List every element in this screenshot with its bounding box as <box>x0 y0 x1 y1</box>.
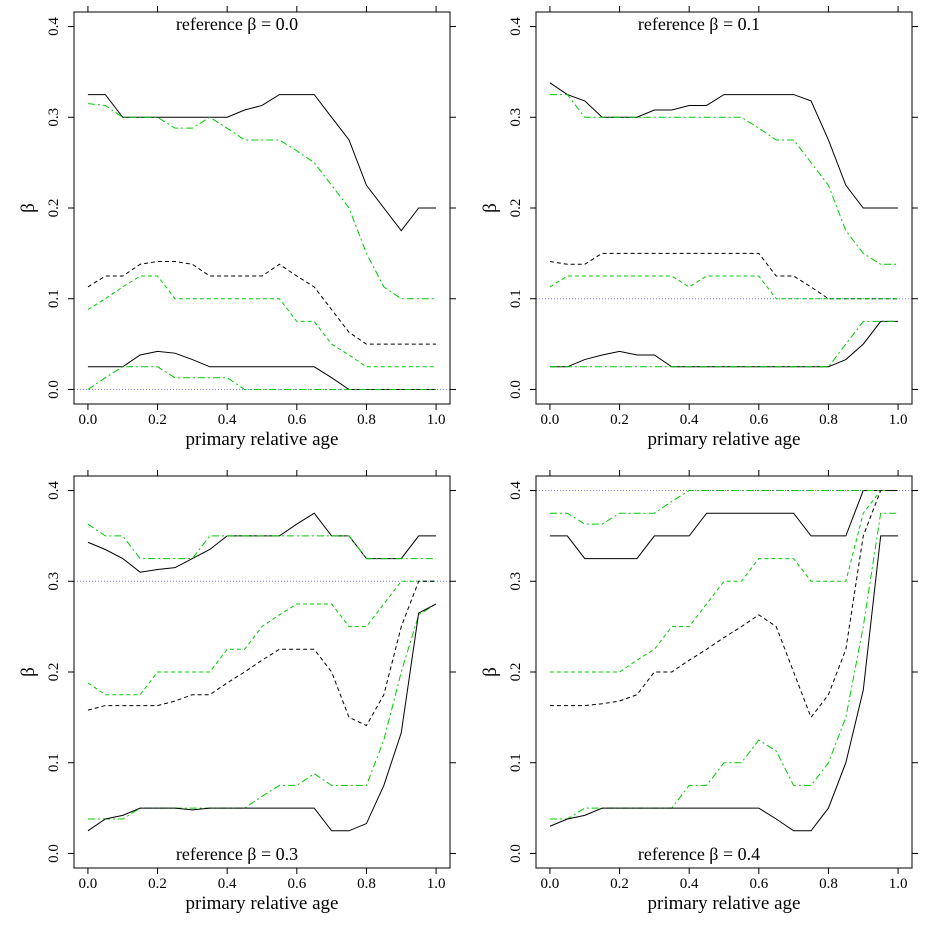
x-axis-label: primary relative age <box>186 893 339 914</box>
series-line <box>549 275 899 300</box>
plot-frame <box>73 11 451 405</box>
y-tick-label: 0.3 <box>508 108 524 127</box>
y-axis-label: β <box>18 667 39 677</box>
y-tick-label: 0.2 <box>508 199 524 218</box>
panel-title: reference β = 0.4 <box>638 844 760 864</box>
y-tick-label: 0.0 <box>46 844 62 863</box>
x-tick-label: 0.4 <box>680 412 699 428</box>
y-tick-label: 0.3 <box>46 108 62 127</box>
plot-frame <box>73 475 451 869</box>
x-tick-label: 0.2 <box>148 412 167 428</box>
series-line <box>549 512 899 820</box>
series-line <box>87 580 437 727</box>
panel: 0.0 0.2 0.4 0.6 0.8 1.00.00.10.20.30.4primary… <box>480 6 918 450</box>
x-tick-label: 0.2 <box>610 412 629 428</box>
x-axis-label: primary relative age <box>648 429 801 450</box>
y-tick-label: 0.3 <box>508 572 524 591</box>
y-axis-label: β <box>18 203 39 213</box>
x-tick-label: 0.0 <box>541 412 560 428</box>
series-line <box>549 320 899 368</box>
y-tick-label: 0.4 <box>46 17 62 36</box>
series-line <box>549 490 899 560</box>
series-line <box>87 261 437 345</box>
series-line <box>549 490 899 525</box>
x-tick-label: 0.6 <box>749 876 768 892</box>
series-line <box>549 82 899 209</box>
series-line <box>549 94 899 265</box>
y-tick-label: 0.0 <box>508 380 524 399</box>
y-tick-label: 0.1 <box>46 289 62 308</box>
series-line <box>87 94 437 232</box>
x-tick-label: 1.0 <box>889 876 908 892</box>
x-tick-label: 0.0 <box>79 412 98 428</box>
y-tick-label: 0.2 <box>508 663 524 682</box>
series-line <box>87 366 437 390</box>
y-axis-label: β <box>480 667 501 677</box>
series-line <box>87 603 437 820</box>
x-tick-label: 0.8 <box>819 412 838 428</box>
y-tick-label: 0.3 <box>46 572 62 591</box>
panel-title: reference β = 0.3 <box>176 844 298 864</box>
x-tick-label: 0.0 <box>79 876 98 892</box>
x-tick-label: 0.2 <box>610 876 629 892</box>
series-line <box>549 490 899 673</box>
x-tick-label: 1.0 <box>889 412 908 428</box>
y-tick-label: 0.1 <box>508 289 524 308</box>
series-line <box>87 580 437 696</box>
x-tick-label: 0.4 <box>218 876 237 892</box>
series-line <box>549 535 899 832</box>
x-tick-label: 0.4 <box>680 876 699 892</box>
y-tick-label: 0.1 <box>46 753 62 772</box>
y-tick-label: 0.4 <box>46 481 62 500</box>
x-tick-label: 0.8 <box>357 412 376 428</box>
series-line <box>87 523 437 560</box>
x-tick-label: 1.0 <box>427 412 446 428</box>
y-tick-label: 0.0 <box>508 844 524 863</box>
series-line <box>87 603 437 832</box>
series-line <box>549 490 899 719</box>
x-axis-label: primary relative age <box>186 429 339 450</box>
x-tick-label: 1.0 <box>427 876 446 892</box>
x-tick-label: 0.8 <box>819 876 838 892</box>
y-tick-label: 0.4 <box>508 17 524 36</box>
series-line <box>87 512 437 573</box>
plot-frame <box>535 11 913 405</box>
x-tick-label: 0.6 <box>287 876 306 892</box>
y-tick-label: 0.0 <box>46 380 62 399</box>
x-tick-label: 0.4 <box>218 412 237 428</box>
x-tick-label: 0.0 <box>541 876 560 892</box>
x-tick-label: 0.6 <box>749 412 768 428</box>
panel-title: reference β = 0.1 <box>638 14 760 34</box>
panel: 0.0 0.2 0.4 0.6 0.8 1.00.00.10.20.30.4primary… <box>480 470 918 914</box>
x-tick-label: 0.8 <box>357 876 376 892</box>
x-tick-label: 0.2 <box>148 876 167 892</box>
y-tick-label: 0.4 <box>508 481 524 500</box>
series-line <box>87 350 437 390</box>
panel: 0.0 0.2 0.4 0.6 0.8 1.00.00.10.20.30.4primary… <box>18 470 456 914</box>
y-tick-label: 0.1 <box>508 753 524 772</box>
series-line <box>87 103 437 300</box>
y-tick-label: 0.2 <box>46 663 62 682</box>
y-tick-label: 0.2 <box>46 199 62 218</box>
series-line <box>87 275 437 368</box>
x-axis-label: primary relative age <box>648 893 801 914</box>
x-tick-label: 0.6 <box>287 412 306 428</box>
panel-title: reference β = 0.0 <box>176 14 298 34</box>
panel: 0.0 0.2 0.4 0.6 0.8 1.00.00.10.20.30.4primary… <box>18 6 456 450</box>
y-axis-label: β <box>480 203 501 213</box>
